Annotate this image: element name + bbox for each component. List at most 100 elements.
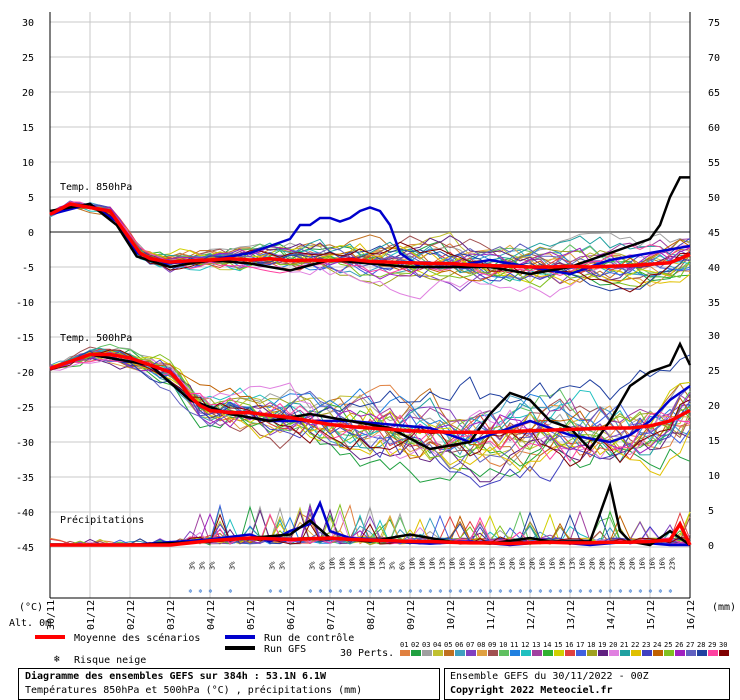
snow-risk-percent: 3%: [189, 561, 197, 570]
snowflake-icon: ❄: [509, 588, 513, 595]
legend-pert-swatch: [631, 650, 641, 656]
legend-pert-swatch: [510, 650, 520, 656]
snow-risk-marker: 3% ❄: [199, 561, 207, 595]
legend-pert-number: 11: [510, 641, 518, 649]
snowflake-icon: ❄: [619, 588, 623, 595]
chart-grid: [49, 12, 691, 598]
legend-pert-swatch: [433, 650, 443, 656]
legend-pert-number: 13: [532, 641, 540, 649]
legend-perts-label: 30 Perts.: [340, 648, 394, 659]
legend-pert-swatch: [400, 650, 410, 656]
snow-risk-marker: 10% ❄: [339, 557, 347, 595]
snow-risk-percent: 23%: [669, 557, 677, 570]
snow-risk-percent: 10%: [329, 557, 337, 570]
legend-pert-number: 15: [554, 641, 562, 649]
legend-pert-swatch: [642, 650, 652, 656]
chart-series: [49, 176, 692, 547]
footer-copyright: Copyright 2022 Meteociel.fr: [450, 685, 613, 696]
snowflake-icon: ❄: [319, 588, 323, 595]
snowflake-icon: ❄: [519, 588, 523, 595]
snowflake-icon: ❄: [639, 588, 643, 595]
legend-pert-number: 01: [400, 641, 408, 649]
legend-pert-swatch: [620, 650, 630, 656]
snowflake-icon: ❄: [499, 588, 503, 595]
footer-run: Ensemble GEFS du 30/11/2022 - 00Z: [450, 671, 649, 682]
legend-pert-swatch: [477, 650, 487, 656]
legend-mean-label: Moyenne des scénarios: [74, 632, 200, 644]
left-tick-label: -25: [16, 403, 34, 414]
legend-pert-number: 03: [422, 641, 430, 649]
snow-risk-percent: 6%: [319, 561, 327, 570]
left-tick-label: -45: [16, 543, 34, 554]
legend-pert-number: 17: [576, 641, 584, 649]
legend-pert-swatch: [653, 650, 663, 656]
right-precip-tick-label: 10: [708, 471, 720, 482]
ensemble-mean-line: [49, 202, 691, 269]
left-tick-label: -35: [16, 473, 34, 484]
right-tick-label: 55: [708, 158, 720, 169]
date-label: 11/12: [486, 600, 497, 630]
snow-risk-percent: 20%: [509, 557, 517, 570]
legend-pert-number: 26: [675, 641, 683, 649]
date-label: 14/12: [606, 600, 617, 630]
date-label: 16/12: [686, 600, 697, 630]
perturbation-22-line: [49, 204, 691, 286]
ensemble-mean-line: [50, 520, 692, 547]
snow-risk-marker: 6% ❄: [399, 561, 407, 595]
snowflake-icon: ❄: [589, 588, 593, 595]
snowflake-icon: ❄: [559, 588, 563, 595]
legend-snow-label: Risque neige: [74, 655, 146, 666]
legend-pert-swatch: [521, 650, 531, 656]
right-tick-label: 40: [708, 263, 720, 274]
date-label: 04/12: [206, 600, 217, 630]
legend-pert-swatch: [499, 650, 509, 656]
right-precip-tick-label: 5: [708, 506, 714, 517]
right-precip-tick-label: 20: [708, 401, 720, 412]
snow-risk-marker: 23% ❄: [669, 557, 677, 595]
left-tick-label: 0: [28, 228, 34, 239]
snow-risk-marker: 20% ❄: [589, 557, 597, 595]
legend-pert-number: 06: [455, 641, 463, 649]
legend-pert-number: 24: [653, 641, 661, 649]
snowflake-icon: ❄: [359, 588, 363, 595]
perturbation-10-line: [49, 343, 691, 455]
snowflake-icon: ❄: [529, 588, 533, 595]
left-tick-label: -10: [16, 298, 34, 309]
snow-risk-marker: 16% ❄: [459, 557, 467, 595]
date-label: 03/12: [166, 600, 177, 630]
snow-risk-percent: 20%: [629, 557, 637, 570]
panel-label-500hpa: Temp. 500hPa: [60, 333, 132, 344]
snow-risk-marker: 16% ❄: [469, 557, 477, 595]
snowflake-icon: ❄: [629, 588, 633, 595]
snow-risk-percent: 3%: [199, 561, 207, 570]
snowflake-icon: ❄: [199, 588, 203, 595]
snowflake-icon: ❄: [399, 588, 403, 595]
legend-pert-number: 18: [587, 641, 595, 649]
legend-pert-swatch: [554, 650, 564, 656]
snow-risk-percent: 20%: [589, 557, 597, 570]
snow-risk-percent: 3%: [279, 561, 287, 570]
snow-risk-marker: 10% ❄: [429, 557, 437, 595]
snow-risk-marker: 16% ❄: [539, 557, 547, 595]
snowflake-icon: ❄: [279, 588, 283, 595]
gfs-run-line: [49, 176, 690, 276]
perturbation-14-line: [49, 357, 691, 467]
snow-risk-marker: 20% ❄: [509, 557, 517, 595]
snow-risk-marker: 13% ❄: [569, 557, 577, 595]
snow-risk-marker: 16% ❄: [519, 557, 527, 595]
legend-pert-swatch: [587, 650, 597, 656]
snowflake-icon: ❄: [409, 588, 413, 595]
legend-pert-number: 28: [697, 641, 705, 649]
date-label: 06/12: [286, 600, 297, 630]
snow-risk-marker: 10% ❄: [419, 557, 427, 595]
legend-pert-swatch: [422, 650, 432, 656]
snowflake-icon: ❄: [429, 588, 433, 595]
snowflake-icon: ❄: [469, 588, 473, 595]
snow-risk-percent: 3%: [229, 561, 237, 570]
snow-risk-percent: 10%: [359, 557, 367, 570]
snowflake-icon: ❄: [539, 588, 543, 595]
snow-risk-marker: 16% ❄: [639, 557, 647, 595]
right-precip-tick-label: 15: [708, 436, 720, 447]
snow-risk-marker: 3% ❄: [269, 561, 277, 595]
